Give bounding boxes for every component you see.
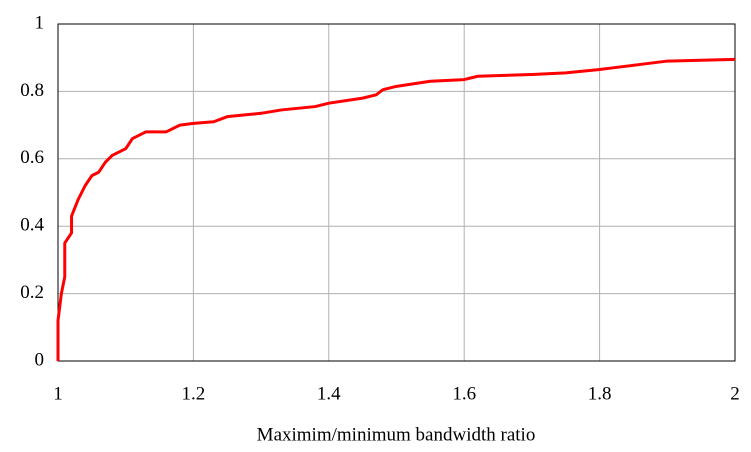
y-tick-label: 0.8 xyxy=(20,80,44,101)
x-axis-label: Maximim/minimum bandwidth ratio xyxy=(257,424,536,445)
x-tick-label: 1.8 xyxy=(588,383,612,404)
y-tick-label: 0 xyxy=(35,349,45,370)
x-tick-label: 1.6 xyxy=(452,383,476,404)
y-tick-label: 0.6 xyxy=(20,147,44,168)
x-tick-label: 1.4 xyxy=(317,383,341,404)
y-tick-label: 0.4 xyxy=(20,215,44,236)
plot-frame xyxy=(57,23,736,362)
x-tick-label: 2 xyxy=(730,383,740,404)
y-tick-label: 1 xyxy=(35,12,45,33)
x-tick-label: 1 xyxy=(53,383,63,404)
y-tick-label: 0.2 xyxy=(20,282,44,303)
data-line xyxy=(56,57,736,361)
x-tick-label: 1.2 xyxy=(182,383,206,404)
